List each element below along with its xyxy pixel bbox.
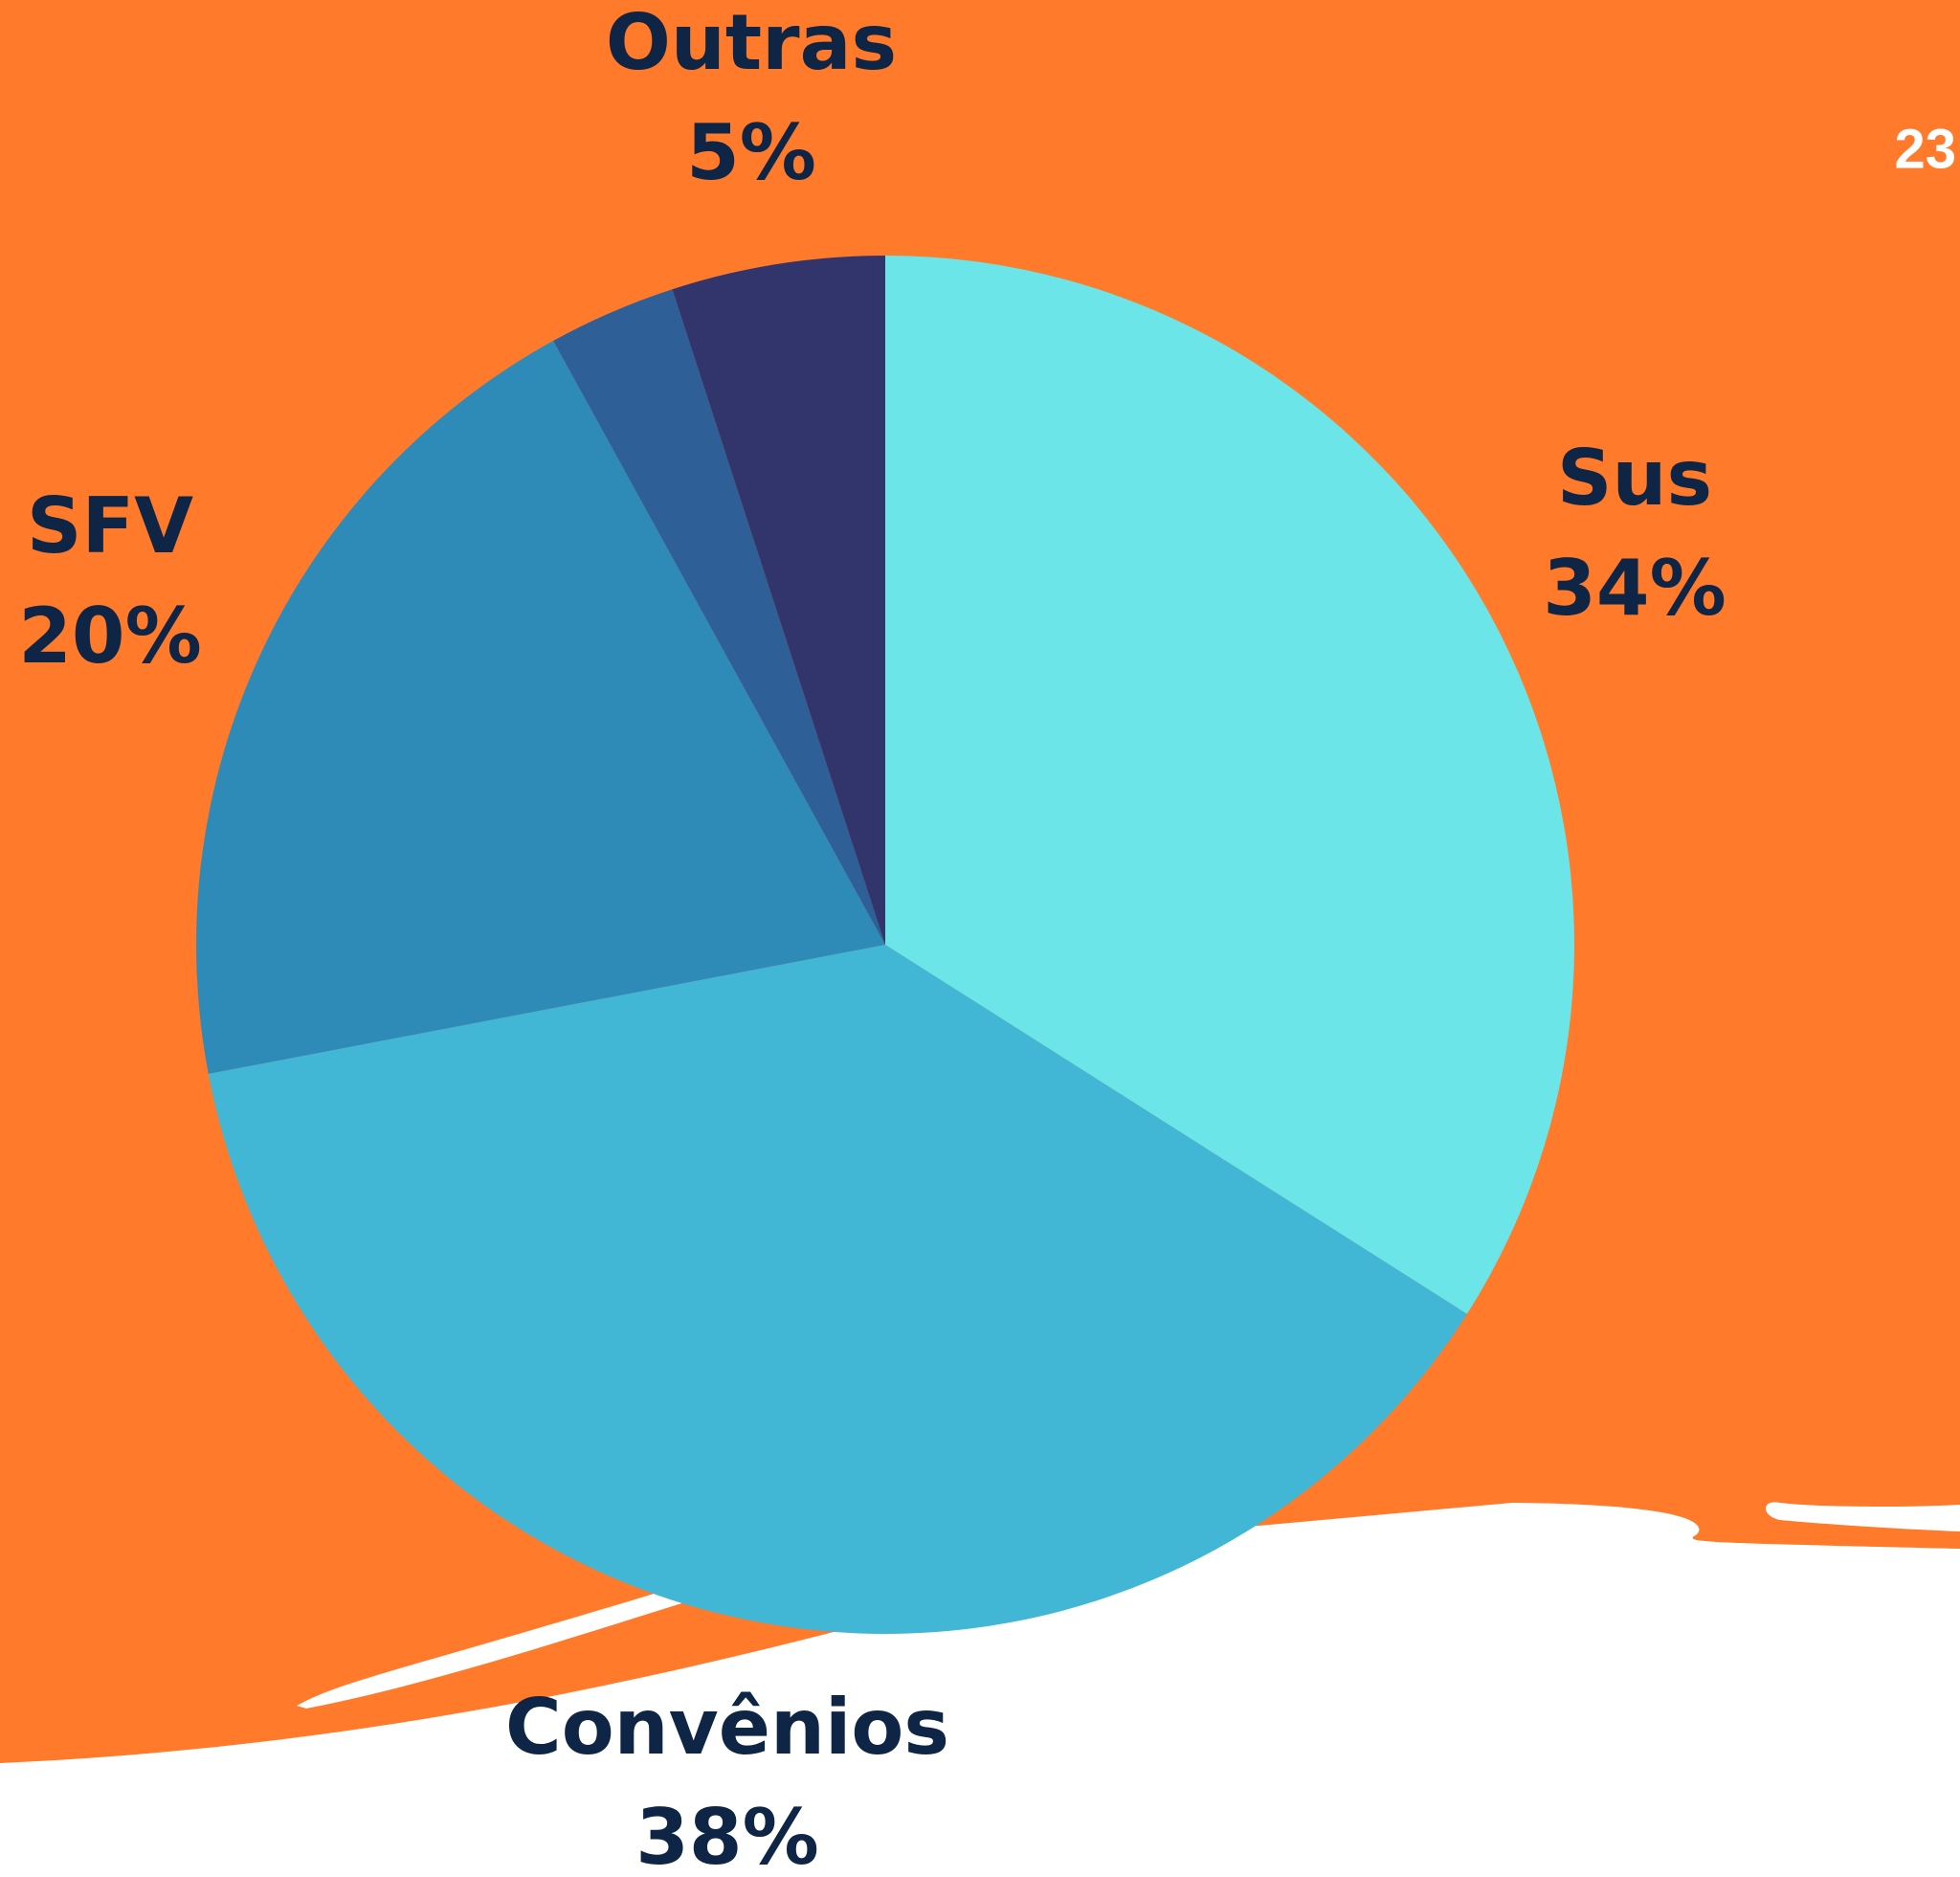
pie-slice <box>208 945 1467 1635</box>
slice-value-label: 38% <box>635 1793 818 1877</box>
slice-label: Outras <box>606 0 897 87</box>
slice-value-label: 5% <box>686 108 816 197</box>
pie-slice <box>672 256 885 945</box>
white-streak <box>1252 1577 1960 1670</box>
slice-value-label: 20% <box>18 592 201 681</box>
slice-value-label: 34% <box>1543 544 1726 633</box>
labels: Sus 34% Convênios 38% SFV 20% Outras 5% <box>18 0 1726 1877</box>
slice-label: Convênios <box>505 1683 949 1772</box>
pie-slice <box>195 341 885 1074</box>
white-streak <box>297 1589 727 1709</box>
pie-slice <box>553 289 885 945</box>
slice-label: Sus <box>1557 434 1712 523</box>
pie <box>195 256 1575 1635</box>
white-streak <box>1766 1502 1960 1531</box>
slice-label: SFV <box>27 481 193 570</box>
pie-slice <box>885 256 1575 1314</box>
corner-text: 23 <box>1894 118 1956 180</box>
